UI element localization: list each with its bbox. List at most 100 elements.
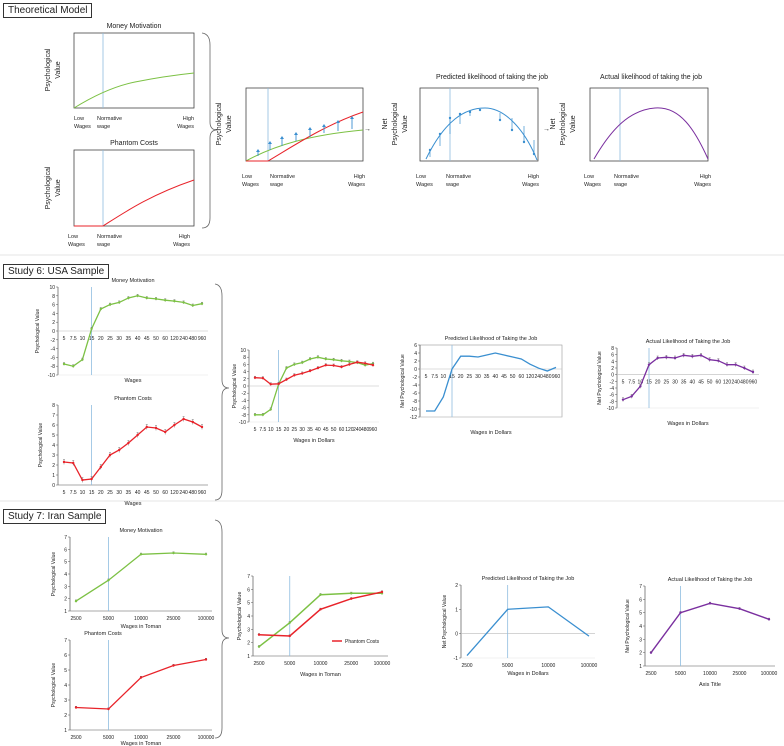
usa-pc-x-tick-label: 7.5 [70, 490, 77, 496]
usa-mm-x-tick-label: 120 [170, 336, 179, 342]
usa-combined-point [261, 376, 265, 380]
usa-pred-x-tick-label: 20 [458, 374, 464, 380]
iran-actual-x-tick-label: 25000 [733, 671, 747, 677]
usa-actual-point [699, 354, 703, 357]
usa-mm-x-tick-label: 50 [153, 336, 159, 342]
th-act-ylabel-3: Value [570, 115, 577, 132]
usa-combined-point [301, 361, 304, 364]
usa-mm-x-tick-label: 480 [189, 336, 198, 342]
usa-pc-x-tick-label: 120 [170, 490, 179, 496]
usa-pc-x-tick-label: 960 [198, 490, 207, 496]
iran-combined-y-tick-label: 6 [247, 587, 250, 593]
iran-mm-point [172, 551, 175, 555]
usa-pc-x-label: Wages [125, 501, 142, 507]
iran-actual-point [708, 602, 712, 605]
iran-pred-x-tick-label: 5000 [502, 663, 513, 669]
usa-combined-point [324, 357, 327, 361]
usa-combined-point [261, 413, 265, 416]
iran-combined-point [319, 608, 322, 611]
th-act-ylabel-2: Psychological [560, 102, 567, 145]
usa-combined-y-tick-label: -2 [242, 391, 247, 397]
usa-pred-y-tick-label: 6 [414, 343, 417, 349]
th-pred-title: Predicted likelihood of taking the job [436, 74, 548, 81]
th-act-xlabel-norm: Normative [614, 174, 639, 180]
th-act-title: Actual likelihood of taking the job [600, 74, 702, 81]
usa-pc-point [62, 460, 66, 464]
usa-actual-y-tick-label: -4 [610, 386, 615, 392]
th-comb-xlabel-norm: Normative [270, 174, 295, 180]
usa-actual-x-tick-label: 5 [622, 380, 625, 386]
iran-mm-x-tick-label: 100000 [198, 616, 215, 622]
usa-actual-point [647, 363, 651, 366]
th-pred-ylabel: Net [382, 119, 389, 130]
usa-pred-x-tick-label: 120 [526, 374, 535, 380]
usa-combined-point [277, 382, 280, 386]
usa-actual-title: Actual Likelihood of Taking the Job [646, 339, 731, 345]
usa-pc-x-tick-label: 60 [162, 490, 168, 496]
iran-pc-x-tick-label: 25000 [167, 735, 181, 741]
th-mm-frame [73, 32, 195, 109]
iran-actual-y-label: Net Psychological Value [625, 599, 631, 653]
usa-mm-x-tick-label: 20 [98, 336, 104, 342]
usa-actual-x-tick-label: 7.5 [628, 380, 635, 386]
usa-pred-x-tick-label: 480 [543, 374, 552, 380]
th-mm-title: Money Motivation [107, 23, 162, 30]
usa-combined-y-tick-label: -10 [239, 420, 246, 426]
usa-mm-x-label: Wages [125, 378, 142, 384]
usa-combined-x-tick-label: 5 [254, 427, 257, 433]
usa-actual-x-tick-label: 25 [664, 380, 670, 386]
iran-combined-point [350, 597, 353, 600]
usa-pc-series-0-line [63, 418, 203, 481]
usa-pc-point [136, 433, 139, 437]
iran-combined-y-tick-label: 3 [247, 627, 250, 633]
usa-actual-point [673, 356, 677, 360]
iran-combined-x-tick-label: 5000 [284, 661, 295, 667]
usa-pc-point [90, 477, 93, 481]
usa-combined-y-tick-label: -4 [242, 398, 247, 404]
iran-combined-x-tick-label: 25000 [344, 661, 358, 667]
usa-mm-x-tick-label: 960 [198, 336, 207, 342]
iran-pc-title: Phantom Costs [84, 631, 122, 637]
th-comb-ylabel-2: Value [226, 115, 233, 132]
usa-actual-point [717, 359, 720, 362]
iran-mm-y-label: Psychological Value [51, 552, 57, 597]
usa-pred-x-tick-label: 60 [519, 374, 525, 380]
iran-combined-x-tick-label: 2500 [253, 661, 264, 667]
usa-mm-y-tick-label: -2 [51, 338, 56, 344]
iran-mm-point [139, 553, 143, 556]
usa-mm-point [200, 302, 204, 305]
iran-mm-x-tick-label: 10000 [134, 616, 148, 622]
th-pred-ylabel-3: Value [402, 115, 409, 132]
th-pc-ylabel-2: Value [55, 179, 62, 196]
usa-mm-y-tick-label: 8 [52, 294, 55, 300]
th-pred-point [468, 110, 472, 114]
iran-pc-x-tick-label: 100000 [198, 735, 215, 741]
usa-mm-x-tick-label: 35 [126, 336, 132, 342]
usa-pred-y-tick-label: -8 [413, 399, 418, 405]
th-mm-curve [73, 72, 195, 109]
iran-pc-x-tick-label: 2500 [70, 735, 81, 741]
iran-actual-y-tick-label: 2 [639, 651, 642, 657]
usa-combined-x-tick-label: 25 [292, 427, 298, 433]
iran-mm-y-tick-label: 7 [64, 535, 67, 541]
usa-pc-y-tick-label: 8 [52, 403, 55, 409]
usa-actual-point [682, 354, 685, 357]
usa-combined-y-tick-label: 2 [243, 377, 246, 383]
usa-actual-x-tick-label: 30 [672, 380, 678, 386]
iran-pc-x-tick-label: 5000 [103, 735, 114, 741]
usa-actual-point [621, 398, 625, 401]
th-act-frame [589, 87, 709, 162]
usa-combined-point [308, 357, 312, 361]
usa-mm-x-tick-label: 240 [179, 336, 188, 342]
usa-pc-y-tick-label: 5 [52, 433, 55, 439]
usa-pc-point [154, 426, 158, 430]
th-comb-arrowhead [308, 127, 312, 130]
usa-mm-point [118, 301, 121, 304]
th-mm-ylabel: Psychological [45, 48, 52, 91]
iran-combined-point [350, 592, 353, 595]
usa-mm-point [127, 296, 130, 300]
usa-pred-y-tick-label: -10 [410, 407, 417, 413]
usa-actual-x-tick-label: 50 [707, 380, 713, 386]
usa-actual-x-tick-label: 960 [749, 380, 758, 386]
usa-pred-x-tick-label: 30 [475, 374, 481, 380]
